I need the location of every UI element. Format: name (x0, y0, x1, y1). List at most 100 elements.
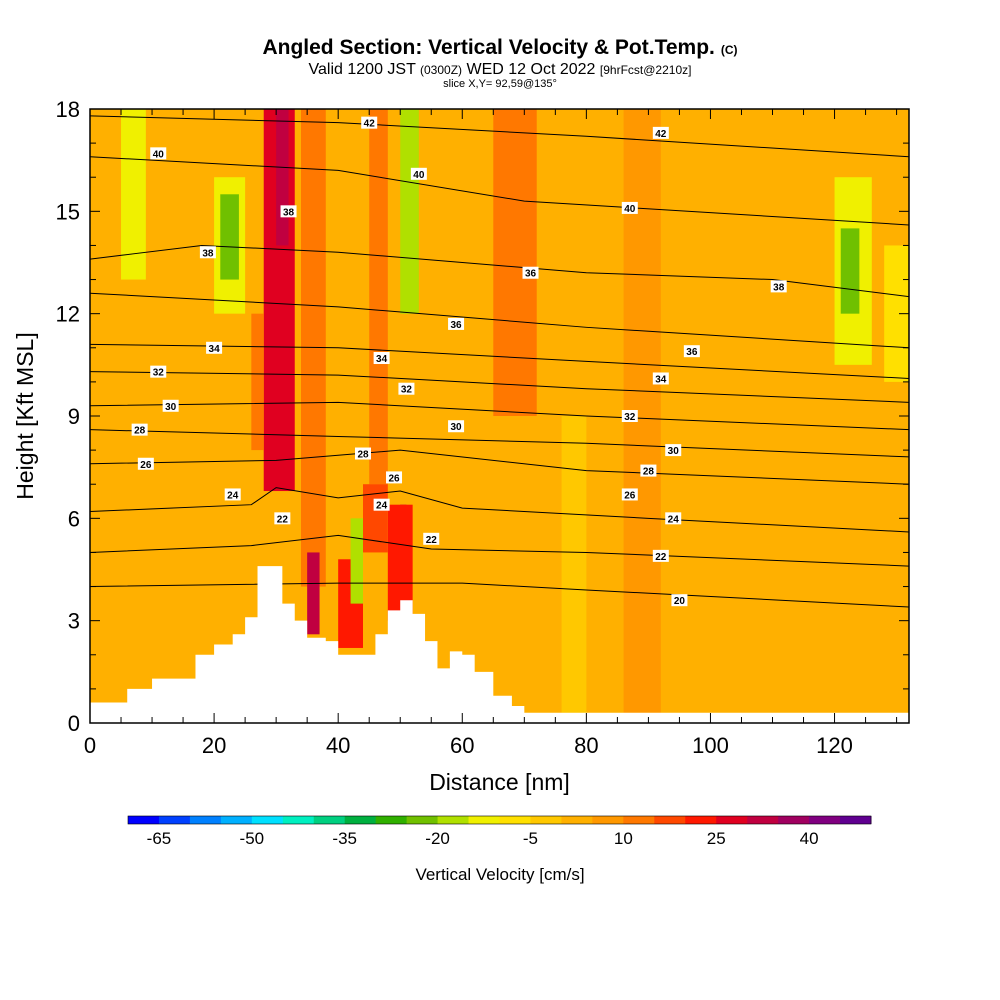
colorbar-tick-label: -5 (523, 829, 538, 848)
contour-label-bg (621, 201, 638, 214)
colorbar-swatch (406, 816, 439, 824)
colorbar-tick-label: 40 (800, 829, 819, 848)
colorbar-swatch (189, 816, 222, 824)
contour-label-bg (640, 464, 657, 477)
theta-contour-24 (90, 487, 909, 533)
colorbar-tick-label: 10 (614, 829, 633, 848)
y-tick-label: 15 (56, 199, 80, 224)
contour-label-text: 40 (153, 149, 165, 160)
contour-label: 24 (373, 498, 390, 512)
colorbar-swatch (220, 816, 253, 824)
y-axis-label: Height [Kft MSL] (12, 332, 38, 499)
contour-label-bg (224, 488, 241, 501)
contour-label-bg (671, 594, 688, 607)
contour-label-text: 38 (283, 207, 295, 218)
colorbar-tick-label: -65 (147, 829, 172, 848)
contour-label-bg (423, 532, 440, 545)
contour-label-text: 24 (376, 501, 388, 512)
x-tick-label: 120 (816, 733, 853, 758)
colorbar-swatch (685, 816, 717, 824)
contour-label-bg (448, 420, 465, 433)
copyright-mark: (C) (720, 43, 738, 57)
contour-label: 42 (361, 116, 378, 130)
y-tick-label: 0 (68, 711, 80, 736)
contour-label-bg (522, 266, 539, 279)
contour-label: 38 (280, 205, 297, 218)
contour-label-bg (373, 498, 390, 511)
contour-label-text: 36 (686, 347, 698, 358)
x-tick-label: 40 (326, 733, 350, 758)
velocity-cell (121, 109, 146, 280)
contour-label-text: 30 (451, 422, 463, 433)
y-tick-label: 9 (68, 404, 80, 429)
contour-label-bg (683, 345, 700, 358)
chart-title-text: Angled Section: Vertical Velocity & Pot.… (262, 36, 715, 59)
contour-label-text: 24 (668, 514, 680, 525)
theta-contour-22 (90, 534, 909, 567)
contour-label-text: 30 (668, 446, 680, 457)
x-tick-label: 100 (692, 733, 729, 758)
valid-time-line: Valid 1200 JST (0300Z) WED 12 Oct 2022 [… (0, 61, 1000, 79)
colorbar-swatch (251, 816, 284, 824)
contour-label-text: 28 (357, 450, 369, 461)
contour-label-bg (199, 246, 216, 259)
x-tick-label: 0 (84, 733, 96, 758)
chart-title: Angled Section: Vertical Velocity & Pot.… (0, 36, 1000, 60)
contour-label-text: 28 (643, 467, 655, 478)
contour-label-text: 40 (624, 204, 636, 215)
contour-label-bg (770, 280, 787, 293)
terrain-mask (90, 566, 909, 723)
colorbar-swatch (809, 816, 841, 824)
y-tick-label: 3 (68, 609, 80, 634)
colorbar-swatch (437, 816, 470, 824)
contour-label: 34 (652, 372, 669, 385)
colorbar-swatch (654, 816, 686, 824)
colorbar-swatch (158, 816, 191, 824)
colorbar-swatch (530, 816, 562, 824)
x-tick-label: 80 (574, 733, 598, 758)
y-tick-label: 12 (56, 302, 80, 327)
contour-label-text: 32 (624, 412, 636, 423)
contour-label: 38 (770, 280, 787, 293)
contour-label-text: 34 (655, 374, 667, 385)
contour-label: 30 (665, 444, 682, 457)
contour-label: 32 (621, 410, 638, 423)
colorbar-swatch (282, 816, 315, 824)
theta-contour-30 (90, 401, 909, 431)
contour-label: 36 (522, 266, 539, 280)
contour-label-bg (386, 471, 403, 484)
contour-label-text: 26 (624, 490, 636, 501)
plot-area: 42 42 40 40 40 38 38 36 38 36 36 34 34 34 32 32 32 30 30 30… (90, 109, 909, 723)
contour-label-bg (150, 147, 167, 160)
slice-info: slice X,Y= 92,59@135° (443, 78, 557, 90)
velocity-cell (840, 228, 860, 314)
velocity-cell (493, 109, 537, 416)
valid-main: Valid 1200 JST (308, 61, 416, 78)
contour-label-text: 30 (165, 402, 177, 413)
contour-label-bg (665, 444, 682, 457)
colorbar-swatch (375, 816, 408, 824)
contour-label: 40 (150, 147, 167, 160)
theta-contour-42 (90, 115, 909, 158)
contour-label-bg (355, 447, 371, 460)
theta-contour-20 (90, 582, 909, 608)
velocity-cell (220, 194, 239, 280)
contour-label: 38 (199, 246, 216, 259)
contour-label-text: 34 (376, 354, 388, 365)
colorbar-swatch (623, 816, 655, 824)
colorbar-swatch (468, 816, 500, 824)
contour-label: 24 (224, 488, 241, 501)
contour-label-bg (361, 116, 378, 129)
contour-label-bg (410, 167, 427, 180)
contour-label: 26 (137, 457, 154, 471)
contour-label-text: 26 (388, 473, 400, 484)
colorbar-swatch (716, 816, 748, 824)
colorbar-label: Vertical Velocity [cm/s] (415, 865, 584, 884)
contour-label: 42 (652, 126, 669, 140)
contour-label: 40 (621, 201, 638, 215)
velocity-cell (350, 518, 363, 604)
colorbar-frame (127, 815, 872, 825)
theta-contour-38 (90, 244, 909, 298)
contour-label-text: 42 (364, 119, 376, 130)
contour-label-text: 20 (674, 596, 686, 607)
